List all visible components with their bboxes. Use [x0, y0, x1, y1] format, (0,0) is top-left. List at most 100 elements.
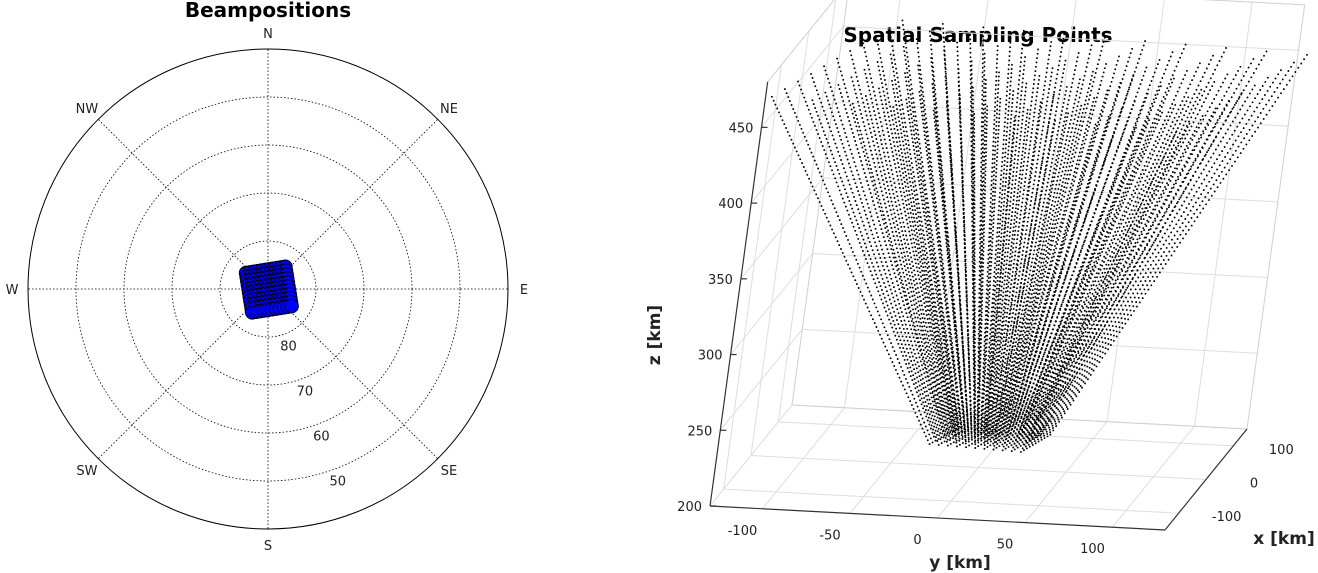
sampling-point [868, 188, 871, 191]
sampling-point [929, 294, 932, 296]
sampling-point [1063, 357, 1066, 360]
sampling-point [1063, 131, 1066, 134]
sampling-point [930, 417, 933, 420]
sampling-point [1094, 280, 1097, 283]
sampling-point [916, 221, 919, 224]
sampling-point [886, 168, 889, 170]
sampling-point [973, 244, 976, 247]
sampling-point [1130, 183, 1133, 186]
sampling-point [1018, 142, 1021, 145]
sampling-point [847, 116, 849, 118]
sampling-point [1029, 354, 1032, 357]
sampling-point [1038, 204, 1041, 207]
sampling-point [859, 230, 862, 233]
sampling-point [977, 435, 979, 438]
sampling-point [1110, 286, 1113, 289]
sampling-point [934, 221, 937, 223]
sampling-point [1075, 123, 1078, 126]
sampling-point [928, 249, 931, 252]
sampling-point [883, 169, 885, 172]
sampling-point [1001, 250, 1004, 253]
sampling-point [1128, 167, 1131, 170]
sampling-point [912, 383, 915, 386]
sampling-point [1052, 363, 1055, 366]
sampling-point [1068, 337, 1071, 340]
sampling-point [1005, 368, 1008, 371]
sampling-point [922, 266, 925, 269]
sampling-point [1024, 422, 1027, 425]
sampling-point [1061, 109, 1064, 112]
sampling-point [1083, 132, 1086, 135]
sampling-point [958, 437, 961, 440]
sampling-point [841, 96, 843, 98]
sampling-point [923, 270, 926, 272]
sampling-point [1115, 265, 1118, 268]
sampling-point [891, 326, 894, 329]
sampling-point [929, 329, 932, 332]
sampling-point [1071, 203, 1074, 206]
sampling-point [995, 401, 998, 404]
sampling-point [1013, 218, 1016, 221]
sampling-point [921, 114, 924, 117]
sampling-point [904, 72, 906, 75]
sampling-point [923, 273, 926, 276]
sampling-point [945, 238, 948, 241]
sampling-point [887, 252, 890, 255]
sampling-point [1034, 405, 1037, 408]
sampling-point [1132, 134, 1135, 137]
sampling-point [907, 351, 910, 354]
sampling-point [1016, 349, 1019, 352]
sampling-point [1055, 391, 1058, 394]
sampling-point [1017, 364, 1020, 367]
sampling-point [984, 422, 987, 424]
sampling-point [881, 232, 884, 235]
sampling-point [1077, 212, 1080, 215]
sampling-point [836, 106, 839, 109]
sampling-point [913, 340, 916, 343]
sampling-point [1064, 169, 1067, 172]
sampling-point [1061, 240, 1064, 243]
sampling-point [983, 377, 986, 380]
sampling-point [856, 223, 859, 226]
sampling-point [1139, 112, 1142, 115]
sampling-point [936, 402, 939, 404]
sampling-point [909, 300, 912, 303]
sampling-point [914, 288, 917, 290]
sampling-point [948, 432, 951, 435]
sampling-point [877, 265, 880, 268]
sampling-point [1027, 277, 1030, 280]
sampling-point [1065, 225, 1068, 228]
sampling-point [900, 311, 903, 314]
sampling-point [1036, 311, 1039, 314]
sampling-point [1162, 189, 1165, 192]
sampling-point [991, 237, 994, 240]
sampling-point [1138, 221, 1141, 224]
sampling-point [1001, 317, 1004, 320]
sampling-point [1057, 360, 1060, 363]
sampling-point [873, 253, 875, 256]
sampling-point [897, 342, 900, 345]
sampling-point [1034, 335, 1036, 338]
sampling-point [871, 298, 874, 301]
sampling-point [908, 336, 911, 339]
sampling-point [808, 177, 811, 180]
sampling-point [982, 168, 985, 171]
sampling-point [936, 423, 939, 426]
sampling-point [1050, 227, 1053, 230]
sampling-point [937, 420, 940, 423]
sampling-point [1008, 239, 1011, 242]
sampling-point [909, 267, 912, 270]
sampling-point [903, 373, 906, 376]
sampling-point [947, 428, 950, 431]
sampling-point [871, 171, 873, 174]
sampling-point [1012, 324, 1015, 327]
sampling-point [863, 144, 866, 147]
sampling-point [1012, 421, 1015, 424]
sampling-point [1204, 126, 1207, 129]
sampling-point [984, 111, 987, 114]
sampling-point [1064, 229, 1067, 232]
sampling-point [947, 435, 950, 438]
sampling-point [1045, 299, 1048, 302]
sampling-point [949, 381, 952, 384]
sampling-point [1114, 256, 1117, 259]
